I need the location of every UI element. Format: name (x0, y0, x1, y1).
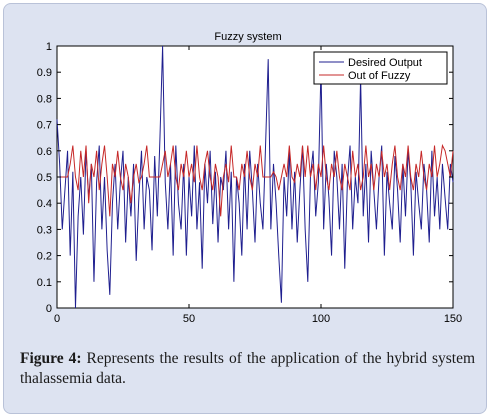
y-tick-label: 1 (46, 41, 52, 53)
y-tick-label: 0.2 (37, 251, 52, 263)
x-tick-label: 150 (444, 313, 462, 325)
y-tick-label: 0 (46, 303, 52, 315)
figure-caption: Figure 4: Represents the results of the … (20, 349, 475, 389)
x-tick-label: 50 (183, 313, 195, 325)
y-tick-label: 0.7 (37, 120, 52, 132)
legend-label: Desired Output (348, 57, 422, 69)
chart-title: Fuzzy system (214, 31, 281, 43)
y-tick-label: 0.9 (37, 67, 52, 79)
series-layer (56, 45, 454, 309)
y-tick-label: 0.1 (37, 277, 52, 289)
x-tick-label: 100 (312, 313, 330, 325)
y-tick-label: 0.4 (37, 198, 52, 210)
caption-label: Figure 4: (20, 350, 82, 367)
legend-label: Out of Fuzzy (348, 70, 411, 82)
y-tick-label: 0.5 (37, 172, 52, 184)
legend-box (313, 51, 448, 85)
y-tick-label: 0.3 (37, 224, 52, 236)
axis-layer: 0 50 100 150 0 0.1 0.2 0.3 0.4 0.5 0.6 0.7 0.8 0.9 1 (37, 41, 462, 325)
y-tick-label: 0.6 (37, 146, 52, 158)
caption-text: Represents the results of the applicatio… (20, 350, 476, 387)
y-tick-label: 0.8 (37, 93, 52, 105)
plot-area (56, 45, 454, 309)
series-line-desired-output (56, 45, 454, 309)
series-line-out-of-fuzzy (57, 143, 454, 217)
x-tick-label: 0 (54, 313, 60, 325)
